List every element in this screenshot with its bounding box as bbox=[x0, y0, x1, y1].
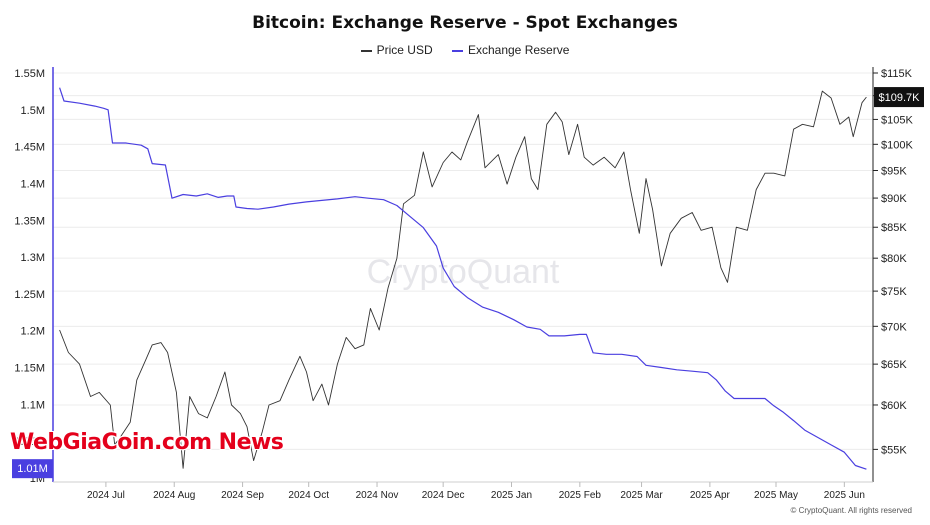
legend-label-price: Price USD bbox=[376, 43, 433, 57]
legend-item-reserve[interactable]: Exchange Reserve bbox=[451, 43, 570, 57]
x-tick-label-1: 2024 Aug bbox=[153, 490, 195, 501]
left-tick-label-10: 1.05M bbox=[14, 436, 45, 448]
right-tick-label-2: $105K bbox=[881, 114, 913, 126]
left-tick-label-8: 1.15M bbox=[14, 363, 45, 375]
right-tick-label-0: $115K bbox=[881, 68, 913, 80]
x-tick-label-8: 2025 Mar bbox=[620, 490, 663, 501]
x-tick-label-9: 2025 Apr bbox=[690, 490, 731, 501]
legend-item-price[interactable]: Price USD bbox=[360, 43, 433, 57]
current-reserve-badge bbox=[12, 459, 53, 479]
right-tick-label-7: $80K bbox=[881, 253, 907, 265]
right-tick-label-5: $90K bbox=[881, 193, 907, 205]
x-tick-label-11: 2025 Jun bbox=[824, 490, 865, 501]
x-tick-label-4: 2024 Nov bbox=[356, 490, 399, 501]
left-tick-label-1: 1.5M bbox=[21, 105, 45, 117]
left-tick-label-4: 1.35M bbox=[14, 215, 45, 227]
legend: Price USD Exchange Reserve bbox=[0, 43, 930, 57]
right-tick-label-6: $85K bbox=[881, 222, 907, 234]
current-reserve-label: 1.01M bbox=[17, 463, 48, 475]
x-tick-label-5: 2024 Dec bbox=[422, 490, 465, 501]
x-tick-label-7: 2025 Feb bbox=[559, 490, 602, 501]
legend-swatch-price bbox=[360, 49, 372, 52]
left-tick-label-3: 1.4M bbox=[21, 178, 45, 190]
current-price-badge bbox=[874, 87, 924, 108]
left-tick-label-2: 1.45M bbox=[14, 142, 45, 154]
left-tick-label-6: 1.25M bbox=[14, 289, 45, 301]
current-price-label: $109.7K bbox=[879, 92, 921, 104]
right-tick-label-12: $55K bbox=[881, 444, 907, 456]
x-tick-label-2: 2024 Sep bbox=[221, 490, 264, 501]
x-tick-label-0: 2024 Jul bbox=[87, 490, 125, 501]
series-line-price-usd bbox=[59, 90, 867, 469]
left-tick-label-0: 1.55M bbox=[14, 68, 45, 80]
right-tick-label-8: $75K bbox=[881, 286, 907, 298]
left-tick-label-7: 1.2M bbox=[21, 326, 45, 338]
legend-swatch-reserve bbox=[451, 49, 463, 52]
right-tick-label-9: $70K bbox=[881, 321, 907, 333]
x-tick-label-10: 2025 May bbox=[754, 490, 798, 501]
x-tick-label-3: 2024 Oct bbox=[288, 490, 329, 501]
copyright-footer: © CryptoQuant. All rights reserved bbox=[790, 506, 913, 515]
left-tick-label-9: 1.1M bbox=[21, 399, 45, 411]
right-tick-label-4: $95K bbox=[881, 165, 907, 177]
overlay-watermark-text: WebGiaCoin.com News bbox=[10, 430, 284, 455]
right-tick-label-3: $100K bbox=[881, 139, 913, 151]
right-tick-label-11: $60K bbox=[881, 400, 907, 412]
legend-label-reserve: Exchange Reserve bbox=[467, 43, 570, 57]
cryptoquant-watermark: CryptoQuant bbox=[367, 253, 560, 291]
series-line-exchange-reserve bbox=[59, 87, 867, 470]
x-tick-label-6: 2025 Jan bbox=[491, 490, 532, 501]
left-tick-label-5: 1.3M bbox=[21, 252, 45, 264]
chart-title: Bitcoin: Exchange Reserve - Spot Exchang… bbox=[252, 13, 678, 33]
right-tick-label-10: $65K bbox=[881, 359, 907, 371]
